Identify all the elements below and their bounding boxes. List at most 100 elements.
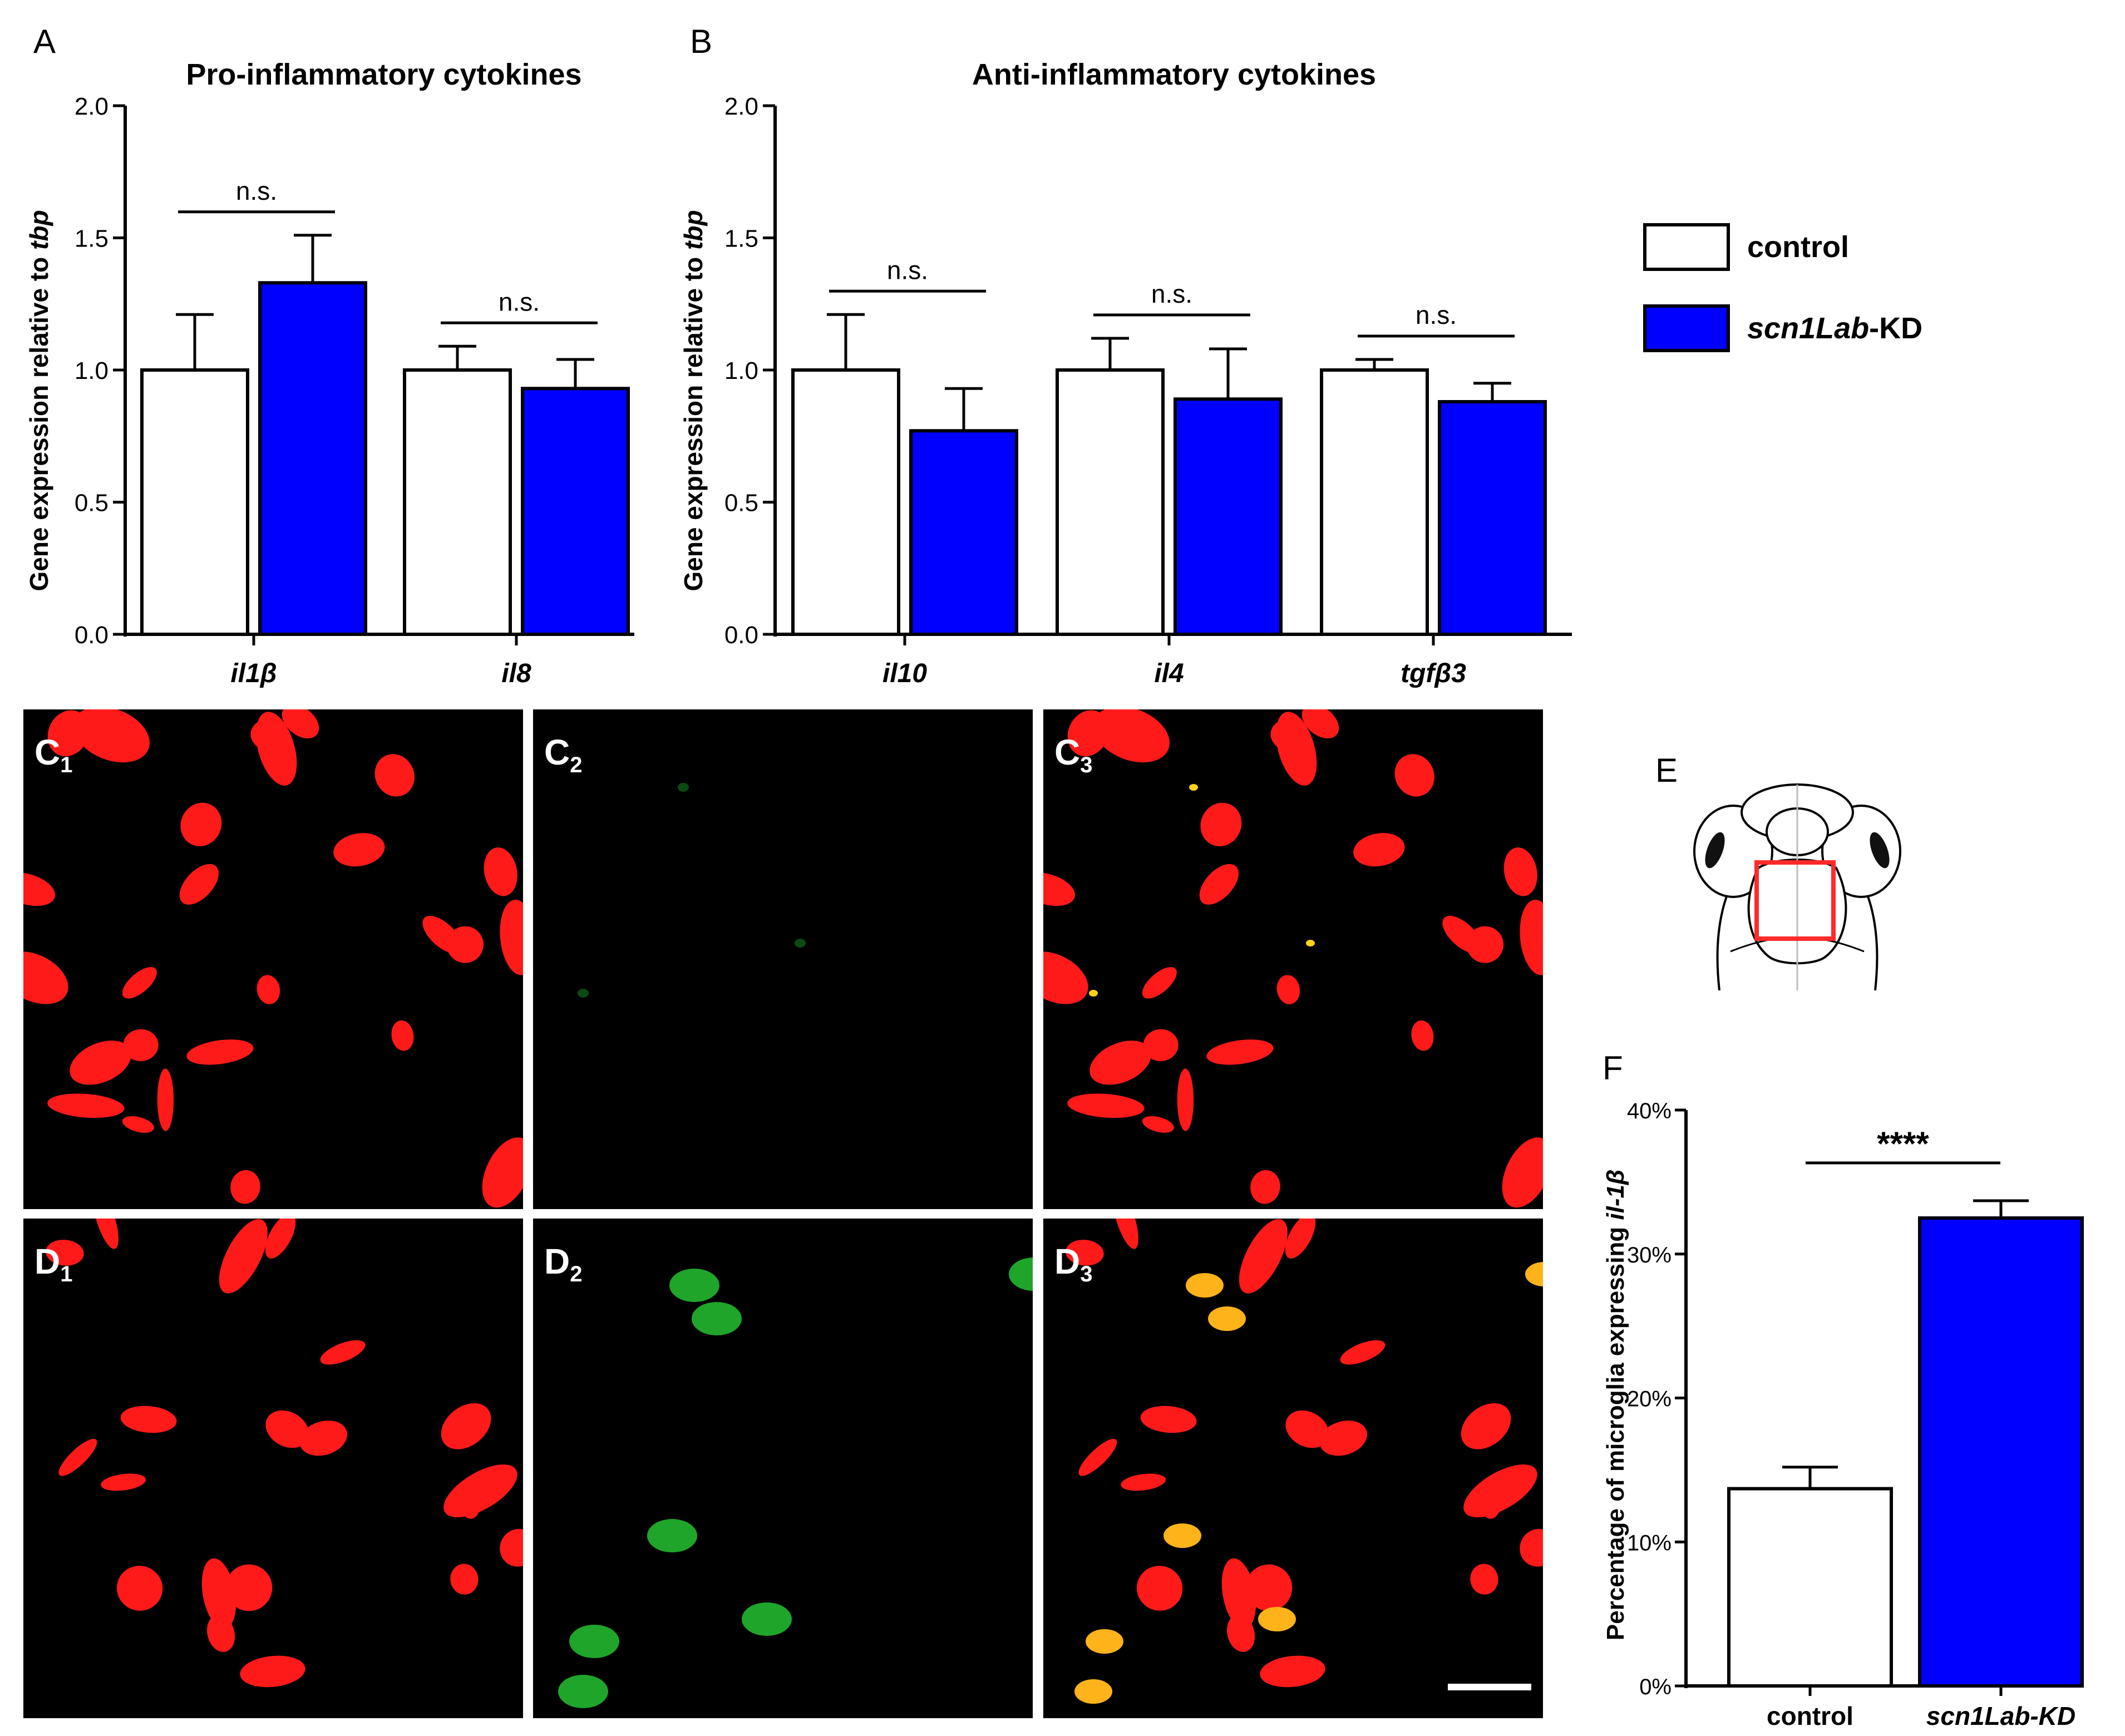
microglia-cell — [1112, 1219, 1138, 1249]
microglia-cell — [157, 1068, 174, 1131]
il1b-signal — [795, 939, 806, 948]
microglia-cell — [201, 1558, 236, 1629]
microglia-cell — [122, 967, 157, 999]
y-tick-label: 0.5 — [75, 490, 109, 517]
bar-kd — [1918, 1216, 2084, 1688]
image-panel-d3: D3 — [1043, 1219, 1543, 1718]
image-panel-c3: C3 — [1043, 709, 1543, 1209]
significance-label: n.s. — [887, 255, 928, 284]
microglia-cell — [1121, 1473, 1166, 1491]
microglia-cell — [1142, 967, 1177, 999]
y-tick-label: 0.5 — [724, 490, 758, 517]
scale-bar — [1448, 1684, 1531, 1690]
microglia-cell — [1442, 916, 1482, 954]
microglia-cell — [23, 872, 56, 906]
image-panel-content — [23, 709, 523, 1208]
microglia-cell — [484, 847, 517, 896]
region-of-interest-box — [1754, 860, 1836, 941]
y-tick-label: 10% — [1627, 1531, 1672, 1555]
microglia-cell — [1089, 1040, 1152, 1085]
microglia-cell — [282, 709, 319, 739]
image-panel-letter: C — [34, 732, 61, 772]
microglia-cell — [101, 1473, 146, 1491]
legend-swatch-control — [1643, 223, 1730, 271]
bar-kd — [1174, 397, 1283, 636]
microglia-cell — [299, 1421, 348, 1456]
colocalized-signal — [1089, 990, 1098, 997]
microglia-cell — [1200, 802, 1242, 846]
image-panel-letter: C — [1054, 732, 1081, 772]
category-label: il8 — [501, 659, 531, 688]
microglia-cell — [123, 1029, 159, 1062]
il1b-signal — [678, 783, 689, 792]
panel-letter-e: E — [1655, 752, 1678, 789]
microglia-cell — [1043, 872, 1076, 906]
colocalized-signal — [1163, 1523, 1201, 1548]
image-panel-d1: D1 — [23, 1219, 523, 1718]
microglia-cell — [450, 1564, 479, 1595]
bar-control — [791, 368, 900, 636]
image-panel-subscript: 1 — [60, 752, 73, 777]
y-tick-label: 2.0 — [75, 93, 109, 120]
significance-label: n.s. — [1151, 279, 1192, 308]
microglia-cell — [1221, 1558, 1256, 1629]
microglia-cell — [1143, 1029, 1179, 1062]
image-panel-label: D3 — [1054, 1241, 1092, 1287]
y-tick-label: 0% — [1639, 1675, 1672, 1699]
microglia-cell — [374, 754, 415, 797]
category-label: il1β — [230, 659, 277, 688]
colocalized-signal — [1208, 1306, 1246, 1331]
category-label: il10 — [882, 659, 927, 688]
microglia-cell — [1140, 1405, 1197, 1433]
microglia-cell — [1260, 1655, 1325, 1688]
bar-kd — [258, 281, 367, 636]
microglia-cell — [500, 1528, 523, 1567]
image-panel-subscript: 2 — [570, 752, 583, 777]
panel-letter-f: F — [1603, 1049, 1623, 1087]
microglia-cell — [1067, 1093, 1145, 1118]
microglia-cell — [1353, 833, 1405, 867]
legend: control scn1Lab-KD — [1643, 223, 1922, 352]
microglia-cell — [482, 1137, 523, 1208]
microglia-cell — [1480, 1486, 1501, 1519]
il1b-signal — [1009, 1257, 1033, 1291]
microglia-cell — [122, 1116, 154, 1133]
microglia-cell — [1177, 1068, 1194, 1131]
microglia-cell — [500, 899, 523, 975]
chart-f-ylabel: Percentage of microglia expressing il-1β — [1602, 1170, 1629, 1641]
il1b-signal — [558, 1675, 608, 1708]
microglia-cell — [206, 1615, 235, 1652]
image-panel-c2: C2 — [533, 709, 1033, 1209]
image-panel-content — [558, 1257, 1033, 1708]
bar-control — [1056, 368, 1165, 636]
microglia-cell — [1301, 709, 1339, 739]
microglia-cell — [1043, 951, 1088, 1004]
colocalized-signal — [1525, 1262, 1543, 1286]
microglia-cell — [73, 709, 150, 763]
chart-b-title: Anti-inflammatory cytokines — [972, 58, 1376, 91]
colocalized-signal — [1189, 784, 1198, 791]
image-panel-letter: D — [34, 1241, 61, 1281]
image-panel-label: D1 — [34, 1241, 72, 1287]
colocalized-signal — [1306, 940, 1315, 946]
right-eye-icon — [1870, 832, 1890, 869]
microglia-cell — [186, 1039, 254, 1065]
colocalized-signal — [1258, 1607, 1296, 1631]
image-panel-content — [1043, 709, 1543, 1208]
category-label: control — [1767, 1702, 1853, 1730]
microglia-cell — [320, 1340, 366, 1365]
image-panel-content — [1066, 1219, 1543, 1704]
microglia-cell — [333, 833, 385, 867]
microglia-cell — [1239, 1219, 1288, 1294]
bar-control — [140, 368, 249, 636]
microglia-cell — [1270, 719, 1310, 752]
panel-letter-b: B — [690, 23, 713, 60]
microglia-cell — [1093, 709, 1170, 763]
significance-label: n.s. — [1416, 300, 1457, 329]
image-panel-content — [578, 783, 806, 998]
panel-letter-a: A — [33, 23, 56, 60]
category-label: tgfβ3 — [1401, 659, 1466, 688]
microglia-cell — [46, 1240, 84, 1266]
legend-label-kd: scn1Lab-KD — [1747, 312, 1922, 345]
microglia-cell — [230, 1170, 260, 1204]
